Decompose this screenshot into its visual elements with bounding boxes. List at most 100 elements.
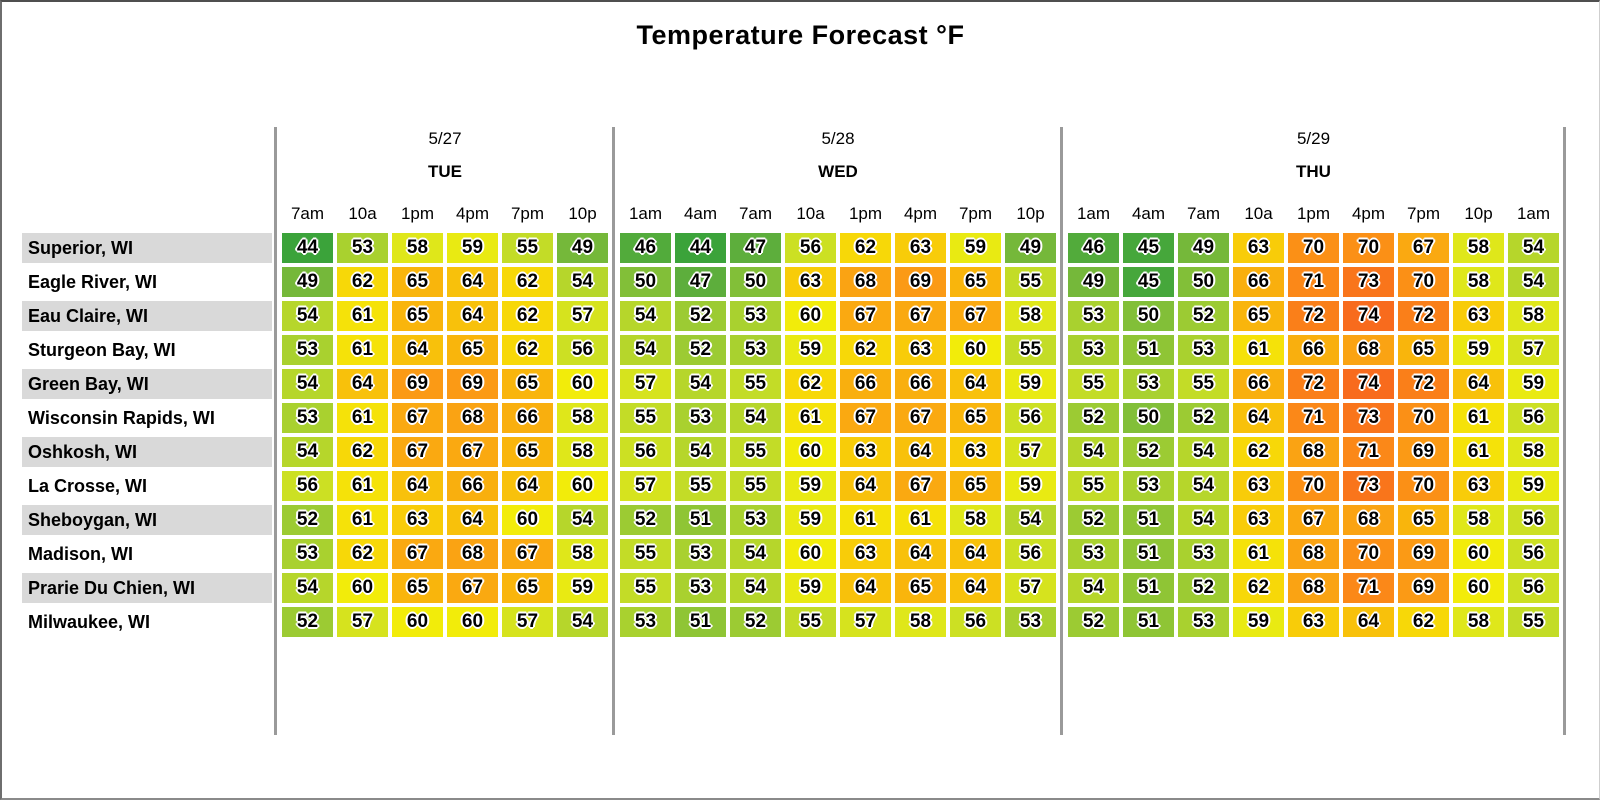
temperature-cell: 52 xyxy=(730,607,781,637)
temperature-cell: 54 xyxy=(730,403,781,433)
day-separator-line xyxy=(274,127,277,735)
temperature-cell: 59 xyxy=(950,233,1001,263)
temperature-cell: 64 xyxy=(950,369,1001,399)
temperature-cell: 54 xyxy=(620,301,671,331)
temperature-cell: 49 xyxy=(557,233,608,263)
temperature-cell: 60 xyxy=(337,573,388,603)
temperature-cell: 74 xyxy=(1343,369,1394,399)
temperature-cell: 64 xyxy=(1453,369,1504,399)
time-label: 10a xyxy=(1244,204,1273,223)
temperature-cell: 69 xyxy=(1398,573,1449,603)
temperature-cell: 69 xyxy=(895,267,946,297)
temperature-cell: 56 xyxy=(620,437,671,467)
temperature-cell: 65 xyxy=(502,437,553,467)
temperature-cell: 55 xyxy=(675,471,726,501)
temperature-cell: 57 xyxy=(1508,335,1559,365)
temperature-cell: 72 xyxy=(1288,301,1339,331)
temperature-cell: 61 xyxy=(840,505,891,535)
time-label: 7am xyxy=(738,204,773,223)
time-label: 10p xyxy=(568,204,597,223)
temperature-cell: 69 xyxy=(1398,437,1449,467)
temperature-cell: 49 xyxy=(1068,267,1119,297)
temperature-cell: 68 xyxy=(1288,437,1339,467)
temperature-cell: 56 xyxy=(557,335,608,365)
temperature-cell: 74 xyxy=(1343,301,1394,331)
temperature-cell: 46 xyxy=(620,233,671,263)
temperature-cell: 55 xyxy=(1005,267,1056,297)
temperature-cell: 63 xyxy=(950,437,1001,467)
temperature-cell: 53 xyxy=(1123,369,1174,399)
time-label: 10a xyxy=(796,204,825,223)
temperature-cell: 57 xyxy=(337,607,388,637)
temperature-cell: 64 xyxy=(1343,607,1394,637)
temperature-cell: 53 xyxy=(1068,335,1119,365)
time-label: 10a xyxy=(348,204,377,223)
temperature-cell: 63 xyxy=(1233,505,1284,535)
temperature-cell: 53 xyxy=(1005,607,1056,637)
temperature-cell: 58 xyxy=(1453,267,1504,297)
temperature-cell: 60 xyxy=(785,301,836,331)
temperature-cell: 73 xyxy=(1343,403,1394,433)
temperature-cell: 65 xyxy=(895,573,946,603)
temperature-cell: 62 xyxy=(337,437,388,467)
temperature-cell: 65 xyxy=(1398,335,1449,365)
temperature-cell: 50 xyxy=(1123,301,1174,331)
temperature-cell: 55 xyxy=(502,233,553,263)
temperature-cell: 53 xyxy=(620,607,671,637)
temperature-cell: 49 xyxy=(282,267,333,297)
temperature-cell: 67 xyxy=(1398,233,1449,263)
day-name-label: THU xyxy=(1296,162,1331,181)
temperature-cell: 69 xyxy=(447,369,498,399)
temperature-cell: 52 xyxy=(1068,607,1119,637)
temperature-cell: 54 xyxy=(557,267,608,297)
temperature-cell: 57 xyxy=(620,471,671,501)
temperature-cell: 64 xyxy=(447,267,498,297)
time-label: 10p xyxy=(1464,204,1493,223)
temperature-cell: 44 xyxy=(282,233,333,263)
temperature-cell: 63 xyxy=(895,233,946,263)
temperature-cell: 68 xyxy=(1288,539,1339,569)
temperature-cell: 45 xyxy=(1123,233,1174,263)
temperature-cell: 60 xyxy=(785,539,836,569)
temperature-cell: 52 xyxy=(1123,437,1174,467)
temperature-cell: 52 xyxy=(1178,403,1229,433)
temperature-cell: 61 xyxy=(337,335,388,365)
time-label: 4pm xyxy=(455,204,490,223)
temperature-cell: 54 xyxy=(1508,267,1559,297)
temperature-cell: 72 xyxy=(1398,369,1449,399)
temperature-cell: 62 xyxy=(1233,437,1284,467)
temperature-cell: 63 xyxy=(840,539,891,569)
temperature-cell: 57 xyxy=(1005,437,1056,467)
temperature-cell: 69 xyxy=(392,369,443,399)
temperature-cell: 61 xyxy=(337,403,388,433)
temperature-cell: 45 xyxy=(1123,267,1174,297)
temperature-cell: 53 xyxy=(1178,607,1229,637)
temperature-cell: 52 xyxy=(1068,403,1119,433)
temperature-cell: 54 xyxy=(730,539,781,569)
temperature-cell: 55 xyxy=(1068,369,1119,399)
location-label: La Crosse, WI xyxy=(28,476,148,496)
temperature-cell: 64 xyxy=(392,335,443,365)
temperature-cell: 63 xyxy=(1288,607,1339,637)
temperature-cell: 63 xyxy=(840,437,891,467)
temperature-cell: 60 xyxy=(557,471,608,501)
temperature-cell: 72 xyxy=(1288,369,1339,399)
temperature-cell: 55 xyxy=(1508,607,1559,637)
day-name-label: WED xyxy=(818,162,858,181)
temperature-cell: 65 xyxy=(392,573,443,603)
temperature-cell: 51 xyxy=(675,607,726,637)
time-label: 7pm xyxy=(510,204,545,223)
temperature-cell: 55 xyxy=(730,471,781,501)
temperature-cell: 56 xyxy=(1005,403,1056,433)
temperature-cell: 60 xyxy=(447,607,498,637)
temperature-cell: 55 xyxy=(620,573,671,603)
temperature-cell: 58 xyxy=(950,505,1001,535)
temperature-cell: 65 xyxy=(502,369,553,399)
temperature-cell: 58 xyxy=(557,437,608,467)
time-label: 4am xyxy=(683,204,718,223)
temperature-cell: 71 xyxy=(1288,267,1339,297)
temperature-cell: 59 xyxy=(1233,607,1284,637)
page-title: Temperature Forecast °F xyxy=(636,20,965,50)
temperature-cell: 55 xyxy=(620,539,671,569)
temperature-cell: 67 xyxy=(895,471,946,501)
